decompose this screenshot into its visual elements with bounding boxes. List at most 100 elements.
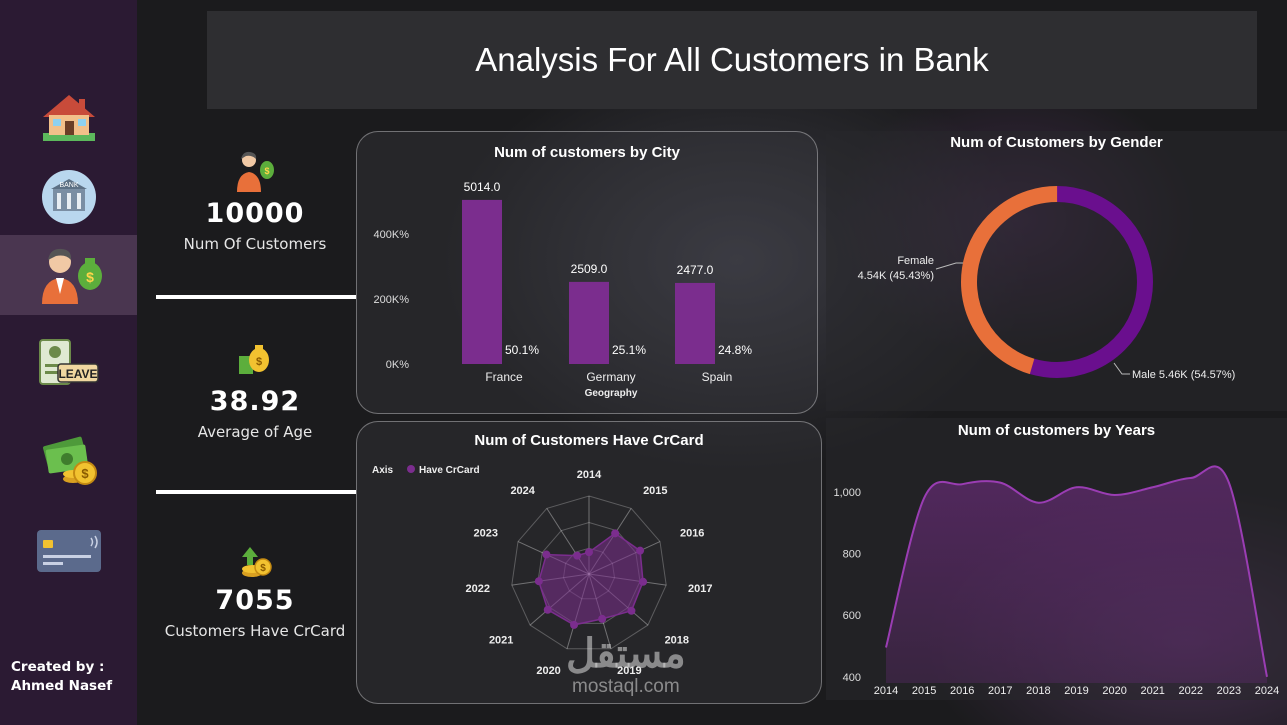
gender-donut-chart: Female 4.54K (45.43%) Male 5.46K (54.57%) (858, 186, 1235, 381)
radar-axis-label: 2023 (474, 527, 498, 539)
svg-text:$: $ (256, 356, 262, 368)
radar-point-2018 (627, 606, 636, 615)
kpi-value: 10000 (205, 198, 305, 229)
kpi-divider (156, 490, 356, 494)
bar-value-label: 2509.0 (571, 262, 608, 276)
radar-axis-label: 2021 (489, 634, 513, 646)
customer-money-icon: $ (237, 151, 274, 192)
money-nav-button[interactable]: $ (0, 420, 137, 500)
radar-point-2024 (573, 551, 582, 560)
x-tick-label: 2022 (1179, 685, 1203, 697)
y-tick-label: 400K% (374, 229, 410, 241)
area-fill (886, 466, 1267, 683)
radar-point-2016 (636, 546, 645, 555)
sidebar: BANK $ LEAVE $ (0, 0, 137, 725)
svg-text:$: $ (260, 563, 266, 574)
radar-point-2017 (639, 577, 648, 586)
x-tick-label: Germany (586, 370, 635, 384)
svg-text:BANK: BANK (59, 182, 78, 189)
donut-slice-female (961, 186, 1153, 378)
bar-germany (569, 281, 609, 364)
radar-axis-label: 2022 (466, 583, 490, 595)
kpi-average-age: $ 38.92 Average of Age (150, 342, 360, 441)
crcard-chart-title: Num of Customers Have CrCard (474, 432, 704, 449)
x-axis-label: Geography (585, 388, 638, 399)
kpi-label: Average of Age (197, 423, 313, 441)
kpi-value: 7055 (215, 585, 295, 616)
city-bar-chart: 0K% 200K% 400K% 5014.0 50.1% France 2509.0 25.1… (374, 180, 753, 399)
watermark-arabic: مستقل (566, 632, 686, 676)
x-tick-label: France (485, 370, 523, 384)
x-tick-label: 2021 (1140, 685, 1164, 697)
credit-card-icon (36, 530, 101, 572)
x-tick-label: 2024 (1255, 685, 1279, 697)
kpi-divider (156, 295, 356, 299)
x-tick-label: 2016 (950, 685, 974, 697)
money-bag-icon: $ (239, 345, 269, 374)
credit-card-nav-button[interactable] (0, 510, 137, 590)
home-nav-button[interactable] (0, 77, 137, 157)
cash-coins-icon: $ (42, 436, 97, 485)
radar-axis-label: 2024 (510, 485, 535, 497)
svg-text:LEAVE: LEAVE (58, 367, 97, 381)
crcard-radar-chart: Axis Have CrCard 2014 2015 2016 2017 2018 2019 2… (372, 465, 712, 677)
watermark-latin: mostaql.com (572, 676, 680, 697)
radar-area (538, 532, 644, 626)
coins-growth-icon: $ (242, 547, 272, 577)
customers-nav-button[interactable]: $ (0, 235, 137, 315)
bar-value-label: 5014.0 (464, 180, 501, 194)
kpi-num-customers: $ 10000 Num Of Customers (150, 148, 360, 253)
years-chart-panel: Num of customers by Years 400 600 800 1,000… (826, 418, 1287, 700)
y-tick-label: 200K% (374, 294, 410, 306)
kpi-label: Customers Have CrCard (164, 622, 346, 640)
kpi-crcard: $ 7055 Customers Have CrCard (150, 545, 360, 640)
area-line (885, 465, 1268, 678)
radar-point-2020 (570, 620, 579, 629)
radar-point-2019 (598, 614, 607, 623)
years-area-chart: 400 600 800 1,000 2014 2015 2016 2017 2018 2019 20… (833, 465, 1279, 697)
watermark: مستقل mostaql.com (566, 632, 686, 698)
bar-percent-label: 25.1% (612, 343, 646, 357)
x-tick-label: 2018 (1026, 685, 1050, 697)
credit-line-1: Created by : (11, 659, 105, 675)
bank-nav-button[interactable]: BANK (0, 157, 137, 237)
leave-nav-button[interactable]: LEAVE (0, 323, 137, 403)
page-title: Analysis For All Customers in Bank (475, 41, 989, 78)
radar-axis-label: 2019 (617, 665, 641, 677)
x-tick-label: 2014 (874, 685, 898, 697)
page-title-bar: Analysis For All Customers in Bank (207, 11, 1257, 109)
creator-credit: Created by : Ahmed Nasef (11, 658, 112, 696)
legend-axis-label: Axis (372, 465, 394, 476)
radar-point-2023 (542, 550, 551, 559)
radar-point-2014 (585, 548, 593, 557)
kpi-value: 38.92 (209, 386, 301, 417)
customer-money-icon: $ (41, 248, 102, 304)
radar-point-2021 (543, 605, 552, 614)
legend-series-label: Have CrCard (419, 465, 480, 476)
svg-text:$: $ (86, 269, 94, 285)
home-icon (42, 95, 95, 141)
bar-spain (675, 282, 715, 364)
radar-axis-label: 2014 (577, 469, 602, 481)
gender-chart-panel: Num of Customers by Gender Female 4.54K (… (826, 131, 1287, 411)
female-leader-line (935, 262, 963, 270)
svg-text:$: $ (264, 166, 269, 176)
radar-axis-label: 2018 (665, 634, 689, 646)
y-tick-label: 400 (843, 672, 861, 684)
city-chart-card: Num of customers by City 0K% 200K% 400K% 50… (356, 131, 818, 414)
x-tick-label: 2020 (1102, 685, 1126, 697)
city-chart-title: Num of customers by City (494, 144, 680, 161)
radar-axis-label: 2020 (536, 665, 560, 677)
x-tick-label: 2015 (912, 685, 936, 697)
credit-line-2: Ahmed Nasef (11, 678, 113, 694)
svg-text:$: $ (81, 466, 89, 481)
leave-icon: LEAVE (38, 339, 99, 385)
bar-percent-label: 24.8% (718, 343, 752, 357)
radar-grid-ring (511, 495, 667, 650)
gender-chart-title: Num of Customers by Gender (950, 134, 1163, 151)
radar-point-2015 (611, 529, 620, 538)
male-leader-line (1113, 362, 1130, 375)
male-label: Male 5.46K (54.57%) (1132, 369, 1235, 381)
female-label-value: 4.54K (45.43%) (858, 270, 934, 282)
bank-icon: BANK (41, 170, 96, 224)
